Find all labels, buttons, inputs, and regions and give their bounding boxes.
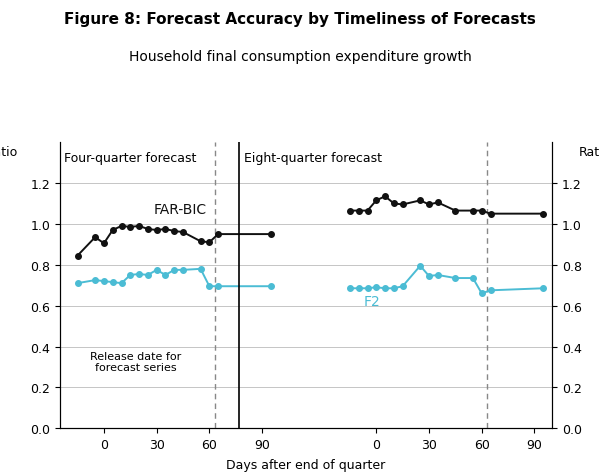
Text: Release date for
forecast series: Release date for forecast series xyxy=(90,351,181,372)
X-axis label: Days after end of quarter: Days after end of quarter xyxy=(226,458,386,471)
Text: Ratio: Ratio xyxy=(0,146,18,159)
Text: Eight-quarter forecast: Eight-quarter forecast xyxy=(245,152,383,165)
Text: Figure 8: Forecast Accuracy by Timeliness of Forecasts: Figure 8: Forecast Accuracy by Timelines… xyxy=(64,12,536,27)
Text: Household final consumption expenditure growth: Household final consumption expenditure … xyxy=(128,50,472,64)
Text: Four-quarter forecast: Four-quarter forecast xyxy=(64,152,196,165)
Text: F2: F2 xyxy=(364,295,381,309)
Text: Ratio: Ratio xyxy=(579,146,600,159)
Text: FAR-BIC: FAR-BIC xyxy=(153,202,206,216)
